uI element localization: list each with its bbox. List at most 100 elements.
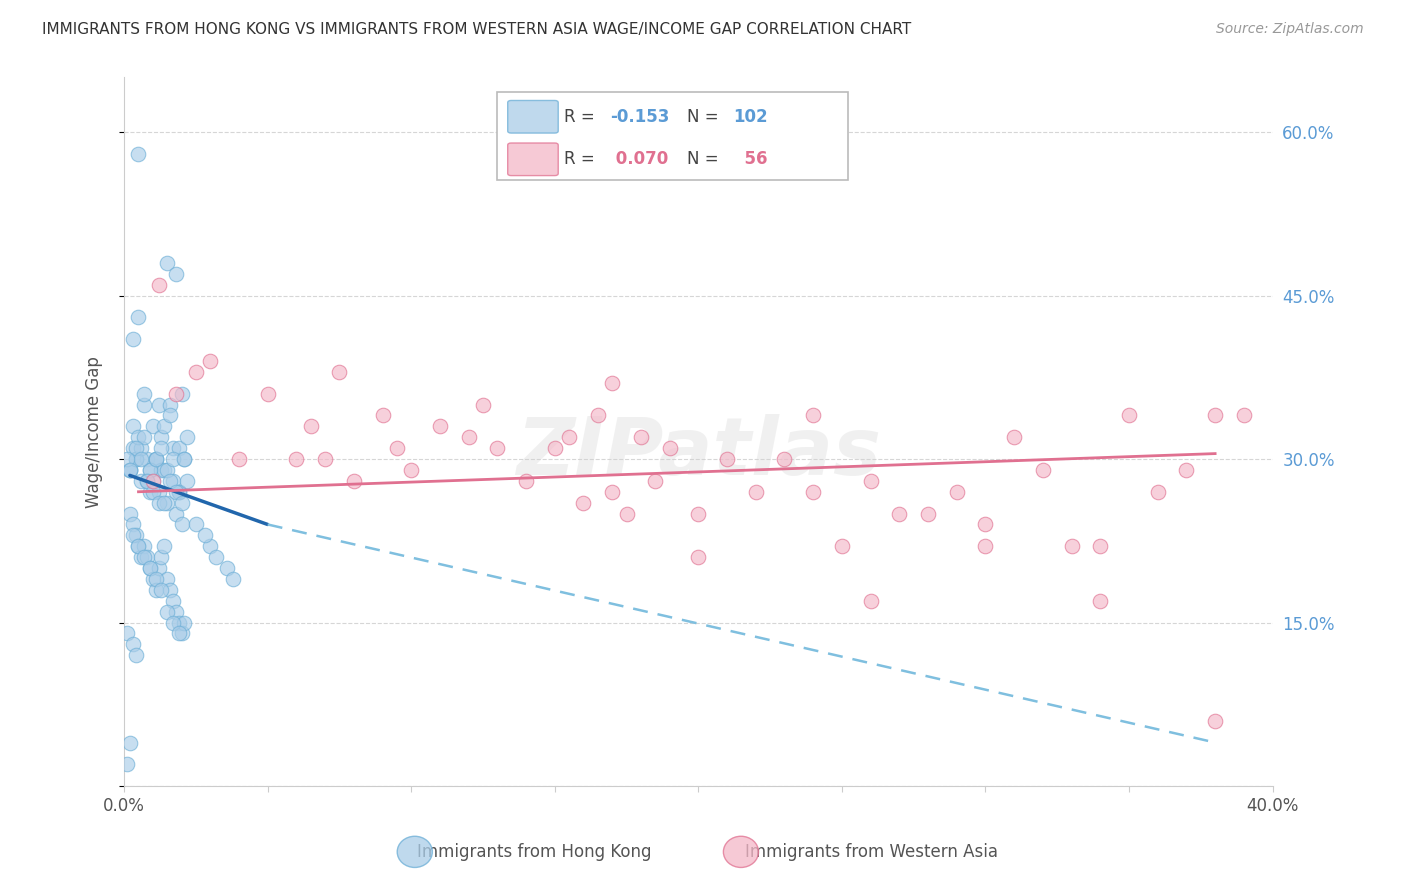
- Point: [127, 146, 149, 161]
- Point: [170, 386, 193, 401]
- Point: [165, 605, 187, 619]
- Point: [173, 615, 195, 630]
- Point: [162, 452, 184, 467]
- Point: [142, 474, 165, 488]
- Point: [299, 419, 322, 434]
- Point: [167, 626, 190, 640]
- Point: [134, 550, 156, 565]
- Point: [429, 419, 451, 434]
- Point: [472, 398, 495, 412]
- Point: [124, 648, 146, 663]
- Point: [222, 572, 245, 586]
- Point: [159, 409, 181, 423]
- Point: [167, 615, 190, 630]
- Point: [162, 594, 184, 608]
- Point: [165, 386, 187, 401]
- Point: [115, 757, 138, 772]
- Point: [974, 517, 997, 532]
- Text: N =: N =: [688, 150, 724, 169]
- Point: [148, 484, 170, 499]
- Point: [139, 463, 162, 477]
- Point: [139, 484, 162, 499]
- Point: [945, 484, 967, 499]
- Point: [115, 452, 138, 467]
- Point: [145, 452, 167, 467]
- Point: [145, 572, 167, 586]
- Point: [150, 430, 173, 444]
- FancyBboxPatch shape: [508, 143, 558, 176]
- Point: [153, 539, 176, 553]
- Point: [156, 496, 179, 510]
- Point: [150, 463, 173, 477]
- Point: [131, 441, 153, 455]
- Point: [121, 441, 143, 455]
- Point: [167, 441, 190, 455]
- Text: R =: R =: [564, 150, 600, 169]
- Point: [118, 735, 141, 749]
- Point: [285, 452, 308, 467]
- Point: [399, 463, 422, 477]
- Text: ZIPatlas: ZIPatlas: [516, 414, 880, 492]
- Point: [831, 539, 853, 553]
- Text: Immigrants from Western Asia: Immigrants from Western Asia: [745, 843, 998, 861]
- Point: [148, 277, 170, 292]
- Point: [148, 496, 170, 510]
- Point: [1175, 463, 1198, 477]
- Point: [716, 452, 738, 467]
- Point: [156, 463, 179, 477]
- Text: 56: 56: [733, 150, 768, 169]
- Point: [142, 572, 165, 586]
- Point: [889, 507, 911, 521]
- Point: [124, 528, 146, 542]
- Point: [121, 419, 143, 434]
- Point: [801, 484, 824, 499]
- Point: [145, 452, 167, 467]
- Point: [118, 463, 141, 477]
- Point: [121, 332, 143, 346]
- Point: [136, 474, 159, 488]
- Point: [162, 441, 184, 455]
- Point: [150, 441, 173, 455]
- Point: [142, 419, 165, 434]
- Point: [124, 452, 146, 467]
- Point: [156, 256, 179, 270]
- Point: [153, 419, 176, 434]
- FancyBboxPatch shape: [498, 92, 848, 180]
- Text: 0.070: 0.070: [610, 150, 668, 169]
- Point: [148, 561, 170, 575]
- Point: [139, 561, 162, 575]
- Point: [256, 386, 278, 401]
- Point: [134, 398, 156, 412]
- Text: Source: ZipAtlas.com: Source: ZipAtlas.com: [1216, 22, 1364, 37]
- Point: [688, 507, 710, 521]
- Point: [630, 430, 652, 444]
- Point: [544, 441, 567, 455]
- Point: [1090, 539, 1112, 553]
- Point: [148, 398, 170, 412]
- Point: [200, 354, 222, 368]
- Point: [859, 474, 882, 488]
- Point: [136, 452, 159, 467]
- Point: [139, 561, 162, 575]
- Point: [131, 452, 153, 467]
- Point: [131, 474, 153, 488]
- Point: [486, 441, 509, 455]
- Point: [371, 409, 394, 423]
- Text: R =: R =: [564, 108, 600, 126]
- Point: [156, 605, 179, 619]
- Point: [314, 452, 336, 467]
- Point: [124, 452, 146, 467]
- Point: [124, 441, 146, 455]
- Point: [159, 582, 181, 597]
- Point: [127, 539, 149, 553]
- Point: [162, 615, 184, 630]
- Point: [558, 430, 581, 444]
- Point: [165, 267, 187, 281]
- Point: [159, 474, 181, 488]
- Point: [1002, 430, 1025, 444]
- Point: [600, 376, 623, 390]
- Point: [139, 463, 162, 477]
- Point: [127, 310, 149, 325]
- Point: [1118, 409, 1140, 423]
- Point: [1060, 539, 1083, 553]
